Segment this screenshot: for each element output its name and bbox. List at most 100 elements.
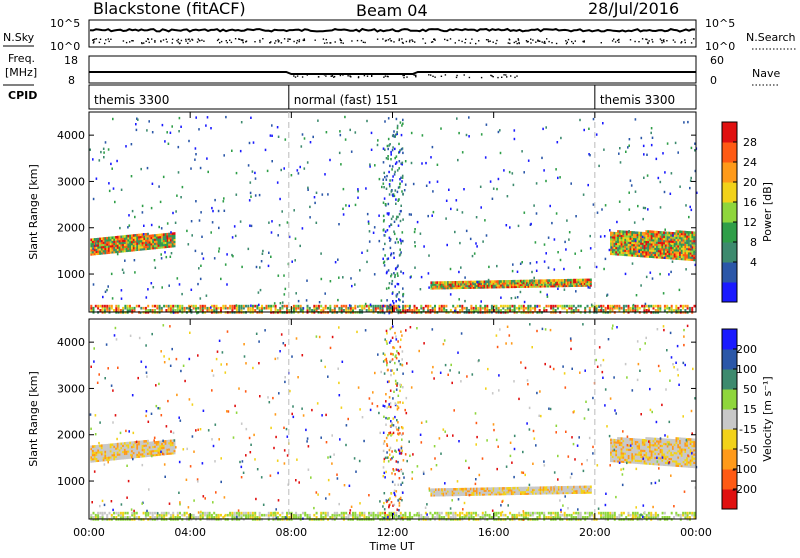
scatter-cell [195, 147, 197, 149]
colorbar-segment [722, 162, 737, 183]
nsearch-dot [565, 40, 566, 41]
nsearch-dot [363, 42, 364, 43]
scatter-cell [401, 180, 403, 182]
scatter-cell [431, 215, 433, 217]
scatter-cell [694, 143, 696, 145]
scatter-cell [653, 305, 655, 308]
scatter-cell [656, 438, 658, 441]
scatter-cell [340, 163, 342, 165]
scatter-cell [193, 305, 195, 308]
scatter-cell [421, 162, 423, 164]
scatter-cell [252, 170, 254, 172]
scatter-cell [179, 512, 181, 515]
scatter-cell [462, 151, 464, 153]
scatter-cell [307, 161, 309, 163]
scatter-cell [137, 119, 139, 121]
nsearch-dot [324, 43, 325, 44]
scatter-cell [402, 301, 404, 303]
scatter-cell [343, 188, 345, 190]
nsearch-dot [132, 40, 133, 41]
nsearch-dot [652, 41, 653, 42]
scatter-cell [330, 280, 332, 282]
scatter-cell [642, 236, 644, 238]
power-colorbar-label: Power [dB] [761, 182, 774, 242]
scatter-cell [423, 245, 425, 247]
scatter-cell [486, 305, 488, 308]
scatter-cell [634, 221, 636, 223]
nsearch-dot [357, 40, 358, 41]
scatter-cell [250, 117, 252, 119]
scatter-cell [294, 259, 296, 261]
scatter-cell [383, 229, 385, 231]
scatter-cell [531, 279, 533, 281]
scatter-cell [161, 512, 163, 515]
scatter-cell [689, 187, 691, 189]
scatter-cell [180, 126, 182, 128]
scatter-cell [617, 437, 619, 440]
scatter-cell [638, 232, 640, 235]
nsearch-dot [693, 38, 694, 39]
nsearch-dot [154, 41, 155, 42]
scatter-cell [158, 234, 160, 237]
scatter-cell [670, 232, 672, 235]
cpid-segment-label: themis 3300 [600, 93, 675, 107]
scatter-cell [258, 304, 260, 306]
scatter-cell [277, 181, 279, 183]
nsearch-dot [634, 41, 635, 42]
scatter-cell [127, 442, 129, 445]
scatter-cell [536, 270, 538, 272]
scatter-cell [145, 233, 147, 236]
scatter-cell [252, 305, 254, 308]
nave-dot [510, 75, 511, 76]
scatter-cell [481, 133, 483, 135]
scatter-cell [498, 178, 500, 180]
scatter-cell [502, 305, 504, 308]
scatter-cell [674, 232, 676, 235]
scatter-cell [396, 118, 398, 120]
scatter-cell [642, 218, 644, 220]
nsearch-dot [270, 41, 271, 42]
scatter-cell [602, 309, 604, 312]
scatter-cell [414, 267, 416, 269]
scatter-cell [129, 305, 131, 308]
scatter-cell [670, 193, 672, 195]
scatter-cell [101, 237, 103, 240]
scatter-cell [90, 514, 92, 517]
scatter-cell [685, 268, 687, 270]
scatter-cell [564, 289, 566, 291]
scatter-cell [523, 305, 525, 308]
scatter-cell [392, 175, 394, 177]
scatter-cell [387, 148, 389, 150]
scatter-cell [450, 268, 452, 270]
scatter-cell [282, 301, 284, 303]
scatter-cell [115, 236, 117, 239]
scatter-cell [607, 305, 609, 308]
scatter-cell [407, 305, 409, 308]
scatter-cell [658, 438, 660, 441]
scatter-cell [390, 304, 392, 306]
scatter-cell [279, 224, 281, 226]
scatter-cell [238, 305, 240, 308]
scatter-cell [163, 305, 165, 308]
y-tick-label: 3000 [57, 175, 85, 188]
scatter-cell [525, 307, 527, 310]
scatter-cell [400, 253, 402, 255]
scatter-cell [588, 128, 590, 130]
nsearch-dot [386, 40, 387, 41]
scatter-cell [327, 193, 329, 195]
nsearch-dot [192, 39, 193, 40]
scatter-cell [393, 252, 395, 254]
nsearch-dot [488, 39, 489, 40]
scatter-cell [425, 162, 427, 164]
scatter-cell [461, 305, 463, 308]
scatter-cell [188, 140, 190, 142]
nsearch-dot [231, 42, 232, 43]
scatter-cell [366, 309, 368, 312]
nave-dot [497, 77, 498, 78]
scatter-cell [382, 258, 384, 260]
scatter-cell [589, 235, 591, 237]
nsearch-dot [517, 43, 518, 44]
scatter-cell [355, 204, 357, 206]
scatter-cell [241, 512, 243, 515]
scatter-cell [309, 206, 311, 208]
